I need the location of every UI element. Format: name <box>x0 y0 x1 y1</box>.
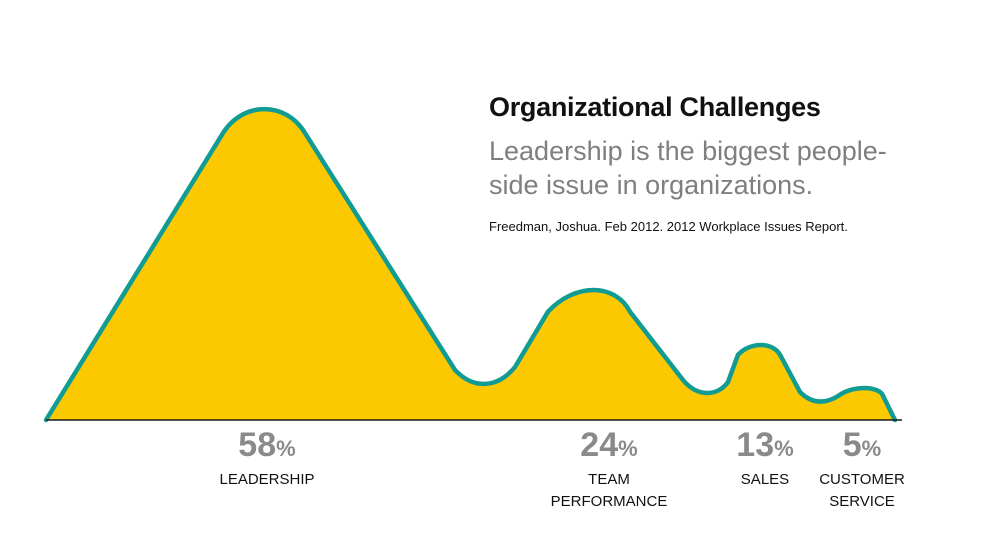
category-leadership: 58% LEADERSHIP <box>219 427 314 491</box>
category-label: CUSTOMER SERVICE <box>819 471 905 510</box>
category-sales: 13% SALES <box>736 427 793 491</box>
peaks-area <box>46 109 895 420</box>
peaks-outline <box>43 107 898 423</box>
chart-subtitle: Leadership is the biggest people-side is… <box>489 136 887 200</box>
value-label: 58% <box>238 426 296 464</box>
value-label: 13% <box>736 426 794 464</box>
category-label: TEAM PERFORMANCE <box>550 471 668 510</box>
category-label: LEADERSHIP <box>219 471 315 488</box>
chart-title: Organizational Challenges <box>489 92 821 122</box>
category-customer-service: 5% CUSTOMER SERVICE <box>819 427 905 513</box>
value-label: 24% <box>580 426 638 464</box>
category-label: SALES <box>740 471 790 488</box>
chart-source: Freedman, Joshua. Feb 2012. 2012 Workpla… <box>489 219 848 234</box>
value-label: 5% <box>842 426 882 464</box>
category-team-performance: 24% TEAM PERFORMANCE <box>551 427 668 513</box>
